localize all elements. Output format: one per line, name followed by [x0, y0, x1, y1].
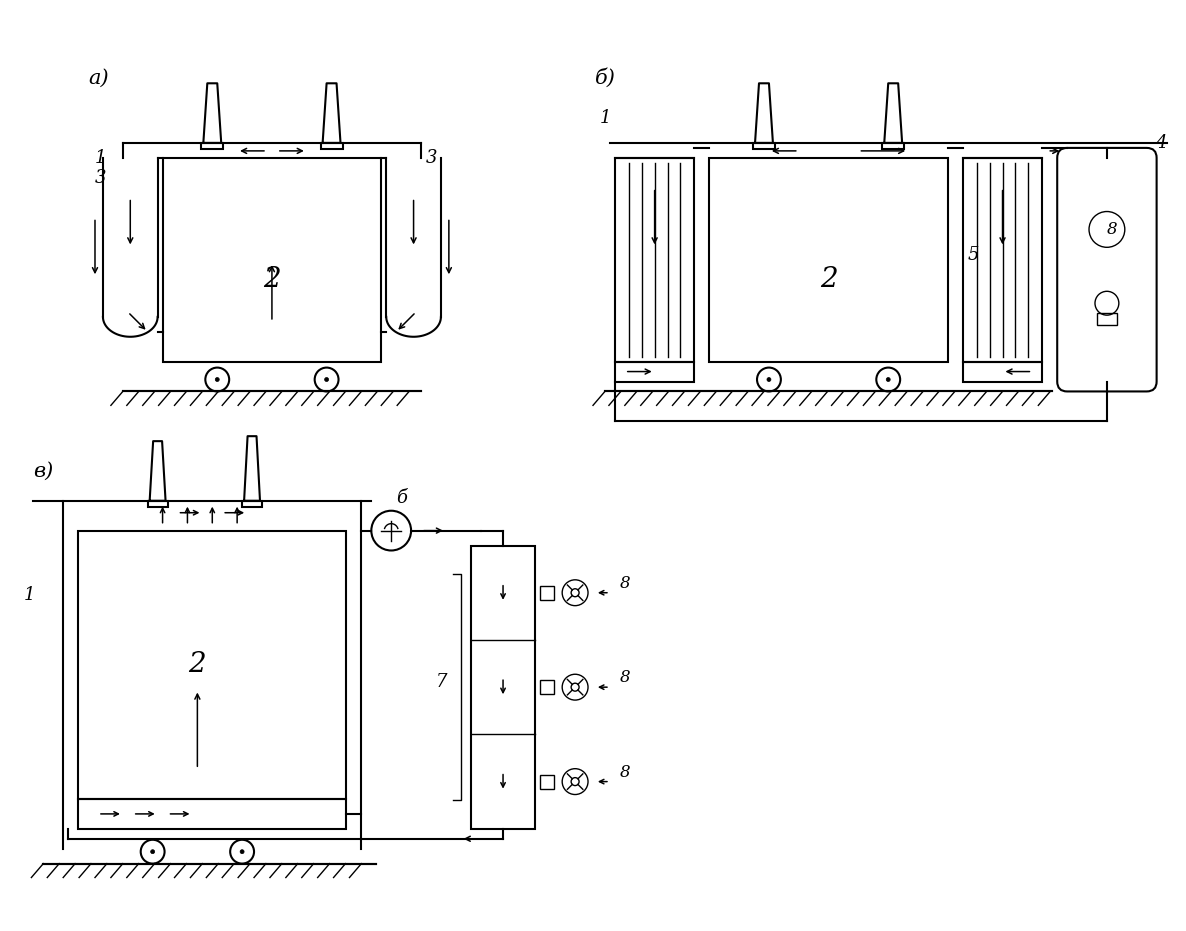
- Bar: [202, 143, 223, 149]
- Bar: [162, 158, 381, 361]
- Circle shape: [216, 378, 219, 382]
- Bar: [614, 361, 694, 382]
- Circle shape: [325, 378, 329, 382]
- Text: а): а): [88, 69, 109, 88]
- Text: 8: 8: [620, 574, 631, 592]
- Text: 3: 3: [95, 169, 107, 187]
- Text: 4: 4: [1155, 134, 1166, 152]
- Text: в): в): [33, 462, 53, 481]
- Bar: [541, 681, 554, 695]
- Bar: [709, 158, 948, 361]
- Text: 2: 2: [189, 652, 206, 679]
- Bar: [753, 143, 774, 149]
- Text: 1: 1: [95, 149, 107, 167]
- Bar: [882, 143, 904, 149]
- Bar: [471, 546, 535, 829]
- Bar: [148, 501, 167, 506]
- Bar: [963, 361, 1042, 382]
- Text: 8: 8: [1107, 221, 1117, 238]
- Bar: [78, 799, 346, 829]
- Circle shape: [151, 850, 154, 854]
- Bar: [963, 158, 1042, 361]
- Bar: [78, 531, 346, 799]
- Bar: [541, 586, 554, 600]
- Bar: [614, 158, 694, 361]
- Text: 1: 1: [600, 109, 612, 127]
- Text: 1: 1: [24, 587, 36, 604]
- Bar: [1097, 313, 1117, 325]
- Text: 7: 7: [436, 673, 447, 691]
- Circle shape: [767, 378, 771, 382]
- Text: б): б): [595, 69, 616, 88]
- Text: 3: 3: [426, 149, 438, 167]
- Bar: [541, 775, 554, 789]
- Circle shape: [240, 850, 244, 854]
- Text: 8: 8: [620, 669, 631, 686]
- Circle shape: [886, 378, 891, 382]
- Bar: [320, 143, 343, 149]
- Text: 2: 2: [820, 266, 837, 293]
- Text: 5: 5: [968, 246, 980, 263]
- Text: 8: 8: [620, 763, 631, 780]
- Text: 2: 2: [263, 266, 281, 293]
- Bar: [242, 501, 262, 506]
- Text: б: б: [396, 489, 407, 506]
